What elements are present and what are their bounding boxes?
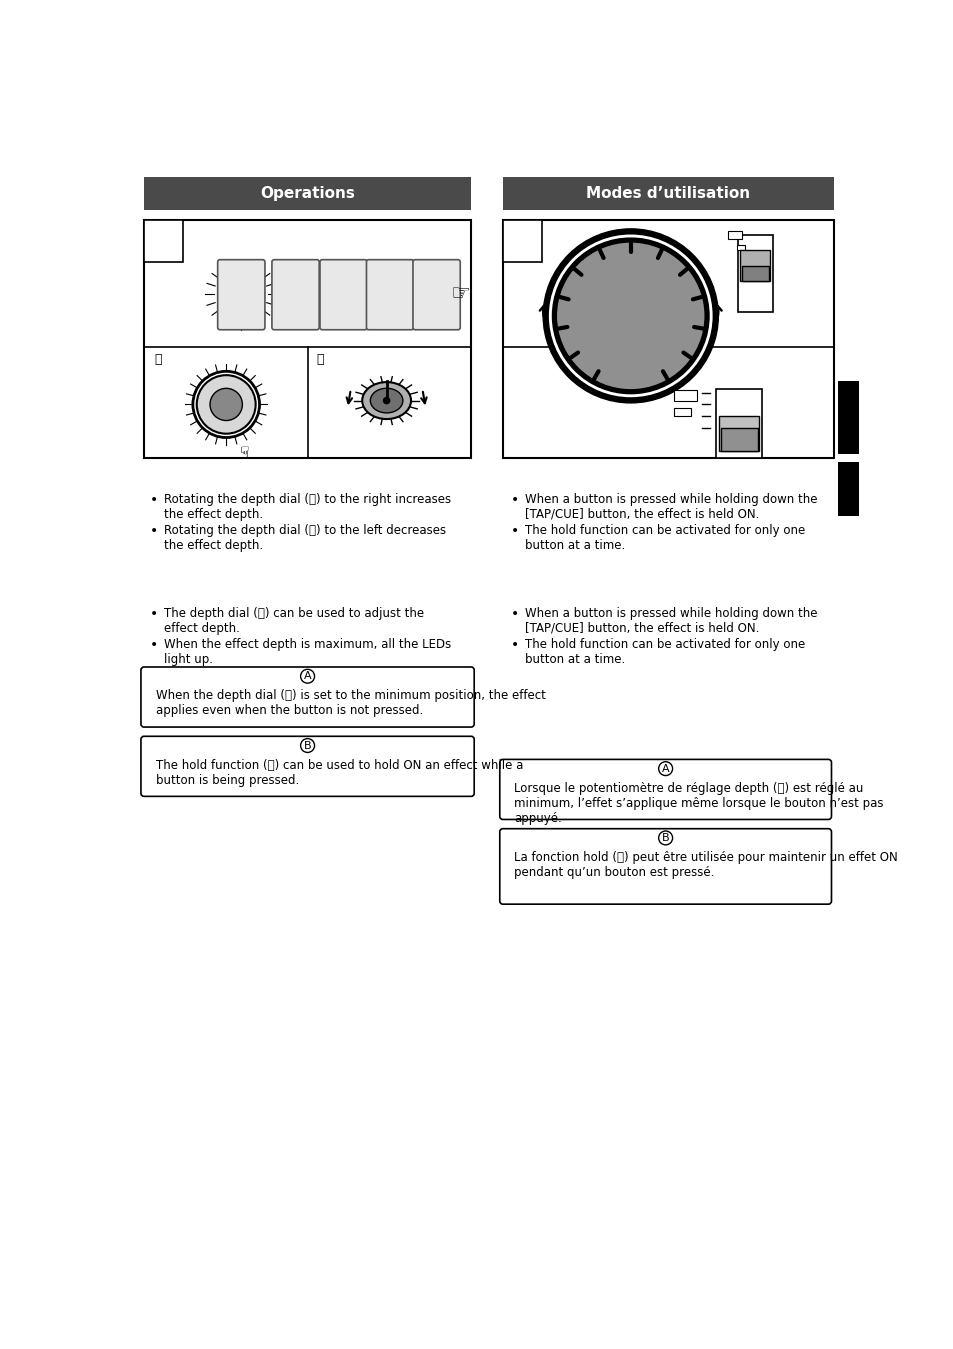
Text: La fonction hold (Ⓐ) peut être utilisée pour maintenir un effet ON
pendant qu’un: La fonction hold (Ⓐ) peut être utilisée … [514,851,898,880]
Circle shape [300,669,314,683]
Text: Ⓐ: Ⓐ [154,353,161,366]
Bar [740,251,769,281]
Text: The hold function (Ⓐ) can be used to hold ON an effect while a
button is being p: The hold function (Ⓐ) can be used to hol… [155,758,522,786]
Text: The depth dial (Ⓐ) can be used to adjust the
effect depth.: The depth dial (Ⓐ) can be used to adjust… [164,607,424,635]
Bar [144,220,183,262]
Bar [838,382,858,455]
Circle shape [210,389,242,421]
FancyBboxPatch shape [319,259,367,329]
Circle shape [383,398,390,403]
Text: When a button is pressed while holding down the
[TAP/CUE] button, the effect is : When a button is pressed while holding d… [524,492,816,521]
FancyBboxPatch shape [413,259,459,329]
Bar [736,246,744,251]
Bar [502,220,833,459]
Text: •: • [150,638,158,652]
FancyBboxPatch shape [499,828,831,904]
Bar [144,177,471,209]
Text: •: • [510,523,518,538]
Text: Rotating the depth dial (Ⓑ) to the right increases
the effect depth.: Rotating the depth dial (Ⓑ) to the right… [164,492,451,521]
Text: Ⓑ: Ⓑ [316,353,324,366]
Text: •: • [510,492,518,507]
Circle shape [196,375,255,433]
Ellipse shape [370,389,402,413]
FancyBboxPatch shape [141,666,474,727]
FancyBboxPatch shape [499,759,831,819]
Bar [727,231,740,239]
Text: Rotating the depth dial (Ⓑ) to the left decreases
the effect depth.: Rotating the depth dial (Ⓑ) to the left … [164,523,446,552]
Text: When a button is pressed while holding down the
[TAP/CUE] button, the effect is : When a button is pressed while holding d… [524,607,816,635]
Bar [674,409,691,415]
Text: ☞: ☞ [233,445,249,459]
Circle shape [300,739,314,753]
Circle shape [658,762,672,776]
Bar [502,220,541,262]
Text: •: • [150,492,158,507]
Circle shape [193,371,259,437]
Circle shape [552,239,708,394]
Text: ☞: ☞ [450,285,470,305]
Text: A: A [661,764,669,773]
FancyBboxPatch shape [141,737,474,796]
Text: •: • [510,607,518,621]
Bar [674,390,697,401]
Circle shape [556,241,704,390]
Text: The hold function can be activated for only one
button at a time.: The hold function can be activated for o… [524,638,804,666]
Bar [720,428,757,451]
Text: B: B [661,832,669,843]
Text: When the effect depth is maximum, all the LEDs
light up.: When the effect depth is maximum, all th… [164,638,451,666]
FancyBboxPatch shape [366,259,414,329]
FancyBboxPatch shape [272,259,319,329]
Bar [838,463,858,517]
Bar [716,389,761,459]
Bar [719,415,759,451]
Text: When the depth dial (Ⓑ) is set to the minimum position, the effect
applies even : When the depth dial (Ⓑ) is set to the mi… [155,689,545,718]
Bar [740,266,768,281]
FancyBboxPatch shape [217,259,265,329]
Text: B: B [303,741,311,750]
Text: •: • [510,638,518,652]
Ellipse shape [362,382,411,420]
Text: Modes d’utilisation: Modes d’utilisation [586,186,750,201]
Text: Lorsque le potentiomètre de réglage depth (Ⓑ) est réglé au
minimum, l’effet s’ap: Lorsque le potentiomètre de réglage dept… [514,781,883,824]
Bar [144,220,471,459]
Text: •: • [150,607,158,621]
Bar [737,235,772,312]
Text: Operations: Operations [260,186,355,201]
Text: •: • [150,523,158,538]
Text: A: A [303,672,311,681]
Circle shape [542,229,718,403]
Circle shape [547,233,713,398]
Bar [502,177,833,209]
Circle shape [658,831,672,844]
Text: The hold function can be activated for only one
button at a time.: The hold function can be activated for o… [524,523,804,552]
